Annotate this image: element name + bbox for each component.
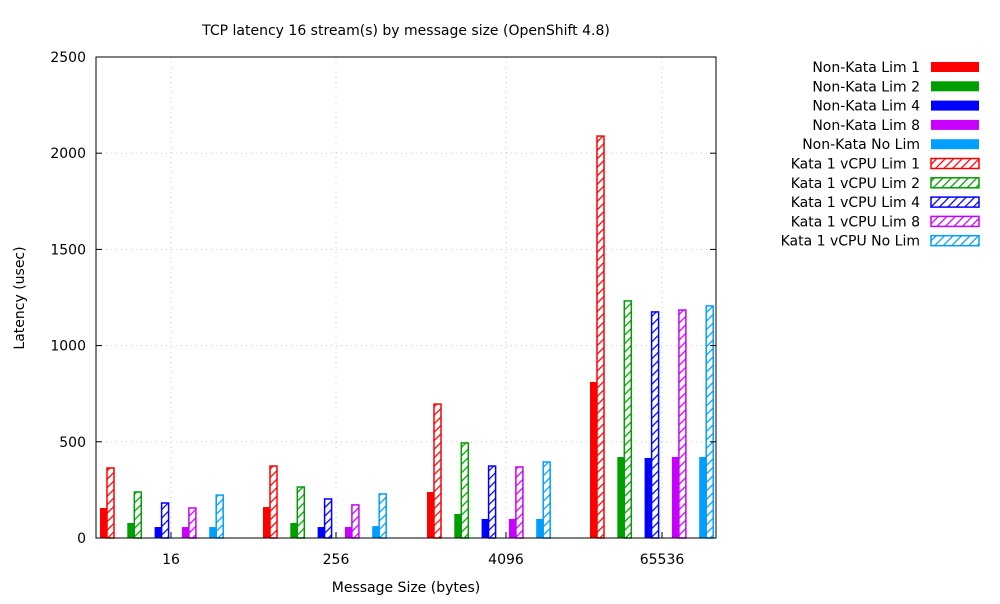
legend-label: Kata 1 vCPU Lim 8 [791, 214, 920, 230]
bar [705, 305, 714, 539]
bar [515, 466, 524, 539]
legend-swatch [931, 119, 979, 130]
legend-label: Kata 1 vCPU Lim 4 [791, 195, 920, 211]
bar [508, 518, 516, 538]
bar [323, 498, 333, 539]
legend-swatch [930, 196, 980, 208]
y-tick-label: 500 [59, 435, 86, 451]
x-tick-label: 4096 [488, 552, 524, 568]
bar [678, 309, 687, 539]
y-tick-label: 1000 [50, 339, 86, 355]
bar [372, 526, 380, 538]
chart-title: TCP latency 16 stream(s) by message size… [201, 23, 610, 39]
legend: Non-Kata Lim 1 Non-Kata Lim 2 Non-Kata Lim… [781, 60, 980, 250]
bar [378, 493, 387, 539]
legend-label: Kata 1 vCPU Lim 1 [791, 157, 920, 173]
bar [623, 300, 633, 539]
legend-label: Kata 1 vCPU Lim 2 [791, 176, 920, 192]
bar [460, 442, 470, 539]
bar [536, 518, 544, 538]
bar [263, 507, 270, 538]
legend-swatch [931, 139, 979, 150]
legend-label: Non-Kata Lim 2 [812, 79, 920, 95]
y-tick-label: 2000 [50, 146, 86, 162]
bar [650, 311, 660, 539]
bar [215, 494, 224, 539]
legend-swatch [930, 177, 980, 189]
legend-label: Kata 1 vCPU No Lim [781, 234, 920, 250]
x-tick-label: 16 [162, 552, 180, 568]
bar [433, 403, 442, 539]
bar [596, 135, 605, 539]
y-tick-label: 2500 [50, 50, 86, 66]
plot-frame [95, 56, 717, 539]
bar [181, 527, 189, 538]
bar [209, 527, 217, 538]
legend-swatch [930, 234, 980, 247]
x-tick-label: 256 [323, 552, 350, 568]
legend-label: Non-Kata Lim 4 [812, 99, 920, 115]
bar [699, 456, 707, 538]
bar [542, 461, 551, 539]
legend-label: Non-Kata No Lim [802, 137, 920, 153]
bar [344, 527, 352, 538]
y-tick-label: 1500 [50, 242, 86, 258]
bar [454, 513, 462, 538]
bar [133, 491, 143, 539]
bar [617, 456, 625, 538]
x-tick-label: 65536 [640, 552, 685, 568]
bar [481, 518, 489, 538]
bar [296, 486, 306, 539]
bar [127, 522, 135, 538]
bar [269, 465, 278, 539]
bar [154, 527, 162, 538]
bar [351, 504, 360, 539]
legend-swatch [931, 81, 979, 92]
bar [590, 381, 597, 538]
bar [100, 507, 107, 538]
bars [100, 135, 714, 539]
bar [160, 502, 170, 539]
axes: 0 500 1000 1500 2000 2500 16 256 4096 65536 [50, 50, 716, 568]
y-axis-label: Latency (usec) [12, 246, 28, 349]
legend-swatch [931, 100, 979, 111]
bar [317, 527, 325, 538]
bar [487, 465, 497, 539]
bar [427, 492, 434, 538]
grid [96, 57, 716, 538]
legend-swatch [930, 215, 980, 228]
bar [671, 456, 679, 538]
legend-swatch [930, 157, 980, 170]
y-tick-label: 0 [77, 531, 86, 547]
bar [644, 457, 652, 538]
bar [106, 467, 115, 539]
bar [188, 507, 197, 539]
legend-swatch [931, 62, 979, 72]
legend-label: Non-Kata Lim 1 [812, 60, 920, 76]
legend-label: Non-Kata Lim 8 [812, 118, 920, 134]
x-axis-label: Message Size (bytes) [332, 580, 481, 596]
bar [290, 522, 298, 538]
